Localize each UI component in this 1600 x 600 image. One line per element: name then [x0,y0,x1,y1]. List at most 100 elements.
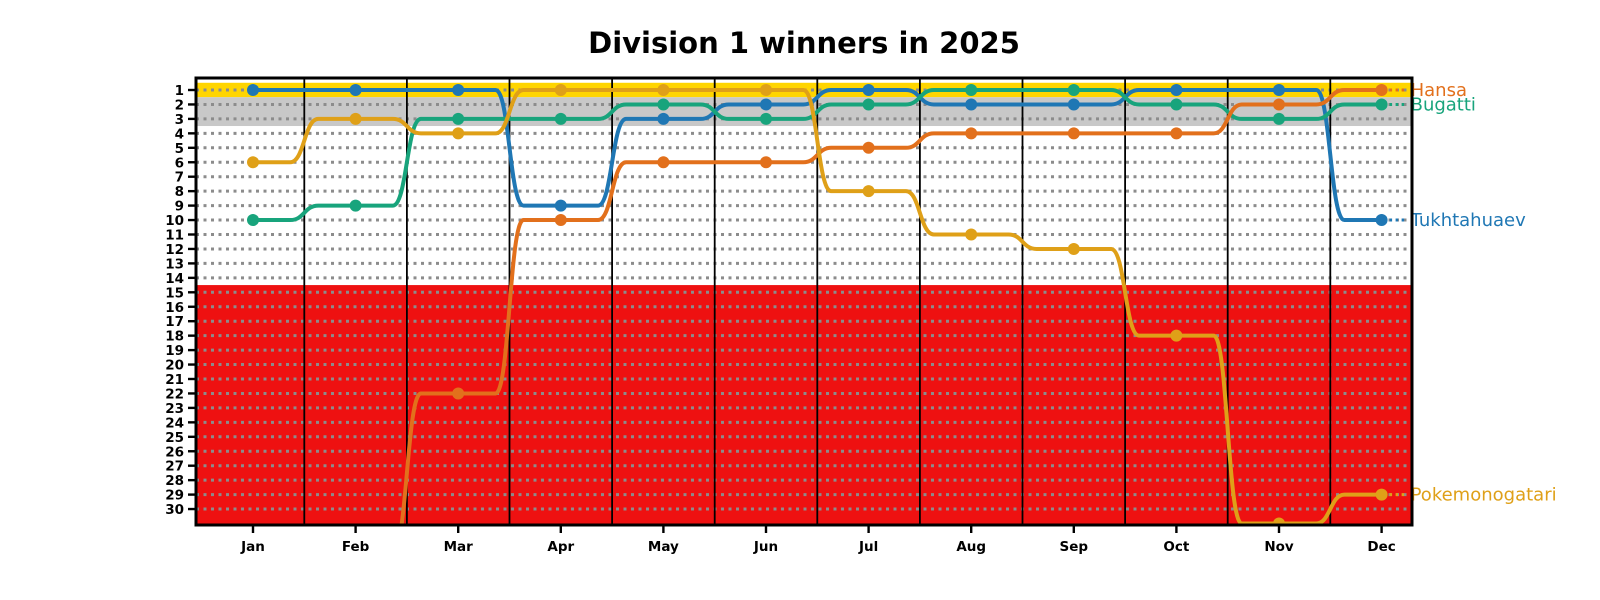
y-tick-label: 11 [165,228,184,244]
y-tick-label: 1 [175,83,184,99]
data-point-hansa [1273,98,1285,111]
data-point-hansa [760,156,772,169]
data-point-pokemonogatari [760,84,772,96]
data-point-tukhtahuaev [247,84,259,96]
data-point-tukhtahuaev [862,84,875,96]
y-tick-label: 13 [165,256,184,272]
data-point-tukhtahuaev [349,84,362,96]
y-tick-label: 5 [175,141,184,157]
data-point-hansa [862,141,875,154]
y-tick-label: 22 [165,386,184,402]
data-point-tukhtahuaev [452,84,465,96]
data-point-bugatti [1273,112,1285,125]
y-tick-label: 9 [175,199,184,215]
data-point-tukhtahuaev [1170,84,1183,96]
data-point-pokemonogatari [452,127,465,140]
data-point-tukhtahuaev [554,199,567,212]
x-axis-group: Jan Feb Mar Apr May Jun Jul Aug Sep Oct Nov Dec [240,525,1396,555]
x-tick-label: Oct [1163,539,1189,555]
y-tick-label: 30 [165,502,184,518]
y-tick-label: 16 [165,300,184,316]
y-tick-label: 7 [175,170,184,186]
x-tick-label: Aug [956,539,986,555]
data-point-hansa [452,387,465,400]
y-tick-label: 18 [165,329,184,345]
data-point-pokemonogatari [965,228,978,241]
data-point-bugatti [247,214,259,227]
series-line-tukhtahuaev [253,88,1382,223]
y-tick-label: 29 [165,488,184,504]
y-tick-label: 25 [165,430,184,446]
data-point-bugatti [1067,84,1080,96]
data-point-pokemonogatari [349,112,362,125]
y-tick-label: 21 [165,372,184,388]
y-tick-label: 6 [175,155,184,171]
y-tick-label: 28 [165,473,184,489]
data-point-bugatti [349,199,362,212]
data-point-hansa [965,127,978,140]
data-point-tukhtahuaev [965,98,978,111]
x-tick-label: Mar [444,539,474,555]
data-point-bugatti [657,98,670,111]
data-point-pokemonogatari [247,156,259,169]
series-label-pokemonogatari: Pokemonogatari [1411,485,1557,506]
data-point-bugatti [452,112,465,125]
data-point-tukhtahuaev [1067,98,1080,111]
series-line-pokemonogatari [253,88,1382,525]
data-point-pokemonogatari [1375,488,1388,501]
data-point-hansa [1170,127,1183,140]
y-tick-label: 15 [165,285,184,301]
data-point-hansa [657,156,670,169]
data-point-bugatti [965,84,978,96]
x-tick-label: Nov [1264,539,1294,555]
y-axis-group: 1234567891011121314151617181920212223242… [165,83,196,518]
y-tick-label: 2 [175,97,184,113]
data-point-tukhtahuaev [760,98,772,111]
series-group [247,84,1388,525]
x-tick-label: Dec [1367,539,1395,555]
chart-title: Division 1 winners in 2025 [588,26,1020,60]
data-point-bugatti [1375,98,1388,111]
y-tick-label: 4 [175,126,184,142]
data-point-pokemonogatari [1170,329,1183,342]
y-tick-label: 23 [165,401,184,417]
x-tick-label: May [648,539,679,555]
x-tick-label: Jan [240,539,265,555]
data-point-hansa [554,214,567,227]
data-point-pokemonogatari [657,84,670,96]
y-tick-label: 26 [165,444,184,460]
y-tick-label: 10 [165,213,184,229]
x-tick-label: Sep [1060,539,1089,555]
x-tick-label: Apr [547,539,574,555]
y-tick-label: 19 [165,343,184,359]
data-point-pokemonogatari [862,185,875,198]
data-point-hansa [1067,127,1080,140]
y-tick-label: 24 [165,415,184,431]
plot-frame [194,76,1414,527]
y-tick-label: 17 [165,314,184,330]
data-point-pokemonogatari [554,84,567,96]
data-point-tukhtahuaev [1273,84,1285,96]
x-tick-label: Jun [753,539,778,555]
data-point-pokemonogatari [1067,242,1080,255]
data-point-pokemonogatari [1273,517,1285,525]
data-point-tukhtahuaev [1375,214,1388,227]
y-tick-label: 14 [165,271,184,287]
series-label-tukhtahuaev: Tukhtahuaev [1410,210,1527,231]
rank-15-30-band [196,285,1412,525]
series-label-bugatti: Bugatti [1411,94,1476,115]
data-point-bugatti [862,98,875,111]
y-tick-label: 27 [165,459,184,475]
series-line-hansa [399,88,1382,525]
y-tick-label: 3 [175,112,184,128]
y-tick-label: 8 [175,184,184,200]
x-tick-label: Feb [342,539,370,555]
y-tick-label: 20 [165,358,184,374]
data-point-bugatti [760,112,772,125]
data-point-hansa [1375,84,1388,96]
y-tick-label: 12 [165,242,184,258]
x-tick-label: Jul [858,539,878,555]
